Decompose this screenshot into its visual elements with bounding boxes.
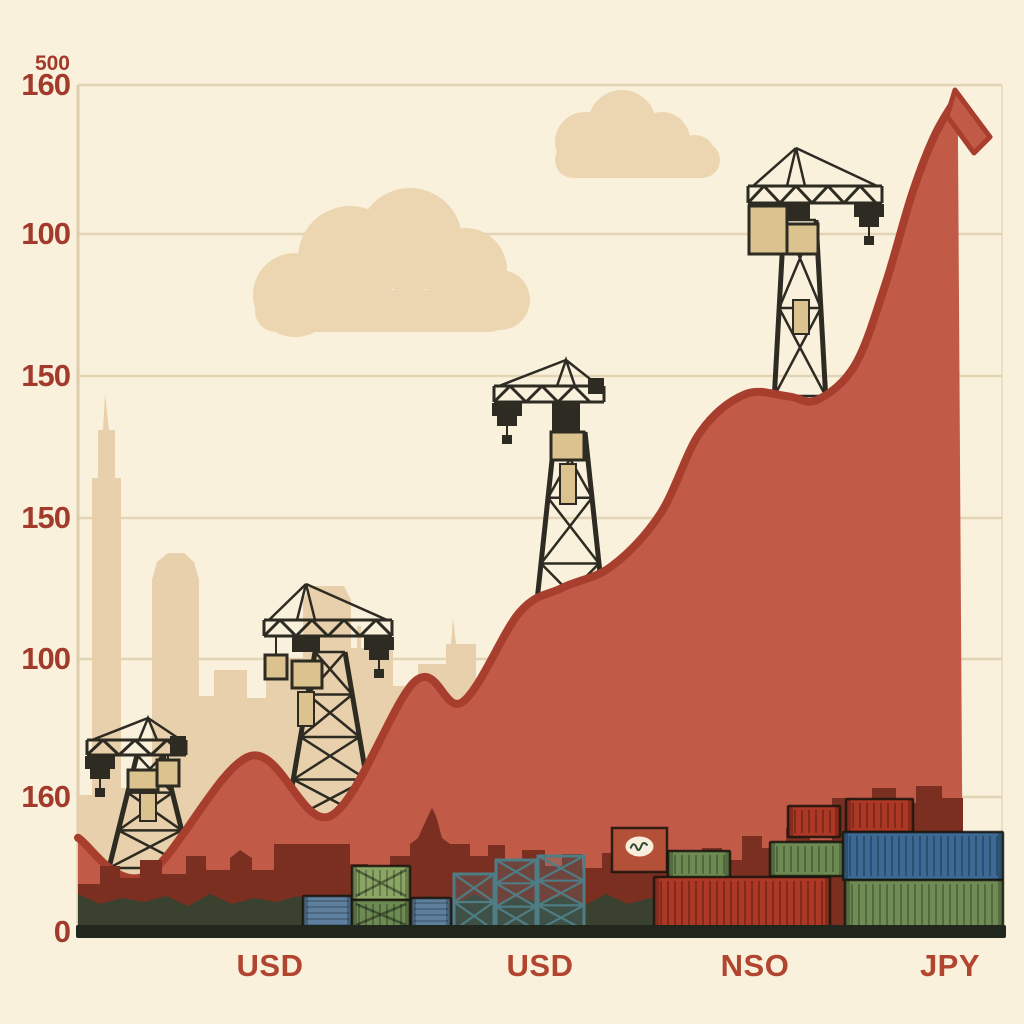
shipping-container (409, 896, 453, 931)
shipping-container (768, 840, 846, 878)
shipping-container (301, 894, 354, 931)
sign-logo-oval (625, 836, 654, 857)
axis-baseline (76, 925, 1006, 938)
shipping-container (843, 878, 1005, 932)
shipping-container (844, 797, 915, 834)
container-rack (536, 854, 586, 932)
sign-logo-monogram (629, 841, 649, 852)
cloud-small-icon (555, 90, 720, 178)
crane-load-box (263, 653, 289, 681)
trend-area (74, 87, 993, 935)
crane-cab (290, 659, 324, 690)
crane-cab (126, 768, 160, 792)
crane-cab (549, 430, 586, 462)
shipping-container (350, 898, 412, 931)
construction-crane-2 (262, 582, 394, 824)
crane-cab (783, 222, 820, 256)
trend-arrow-head-icon (944, 87, 993, 156)
shipping-container (350, 864, 412, 902)
container-rack (494, 858, 538, 932)
trend-area-fill (78, 96, 963, 935)
construction-crane-1 (85, 714, 194, 870)
trend-line (74, 92, 962, 883)
shipping-container (666, 849, 732, 880)
crane-load-box (747, 204, 789, 256)
shipping-container (786, 804, 842, 839)
cloud-large-icon (253, 188, 530, 337)
crane-load-box (155, 758, 181, 788)
shipping-container (841, 830, 1005, 882)
port-sign (610, 826, 669, 874)
container-rack (452, 872, 496, 932)
shipping-container (652, 875, 832, 932)
